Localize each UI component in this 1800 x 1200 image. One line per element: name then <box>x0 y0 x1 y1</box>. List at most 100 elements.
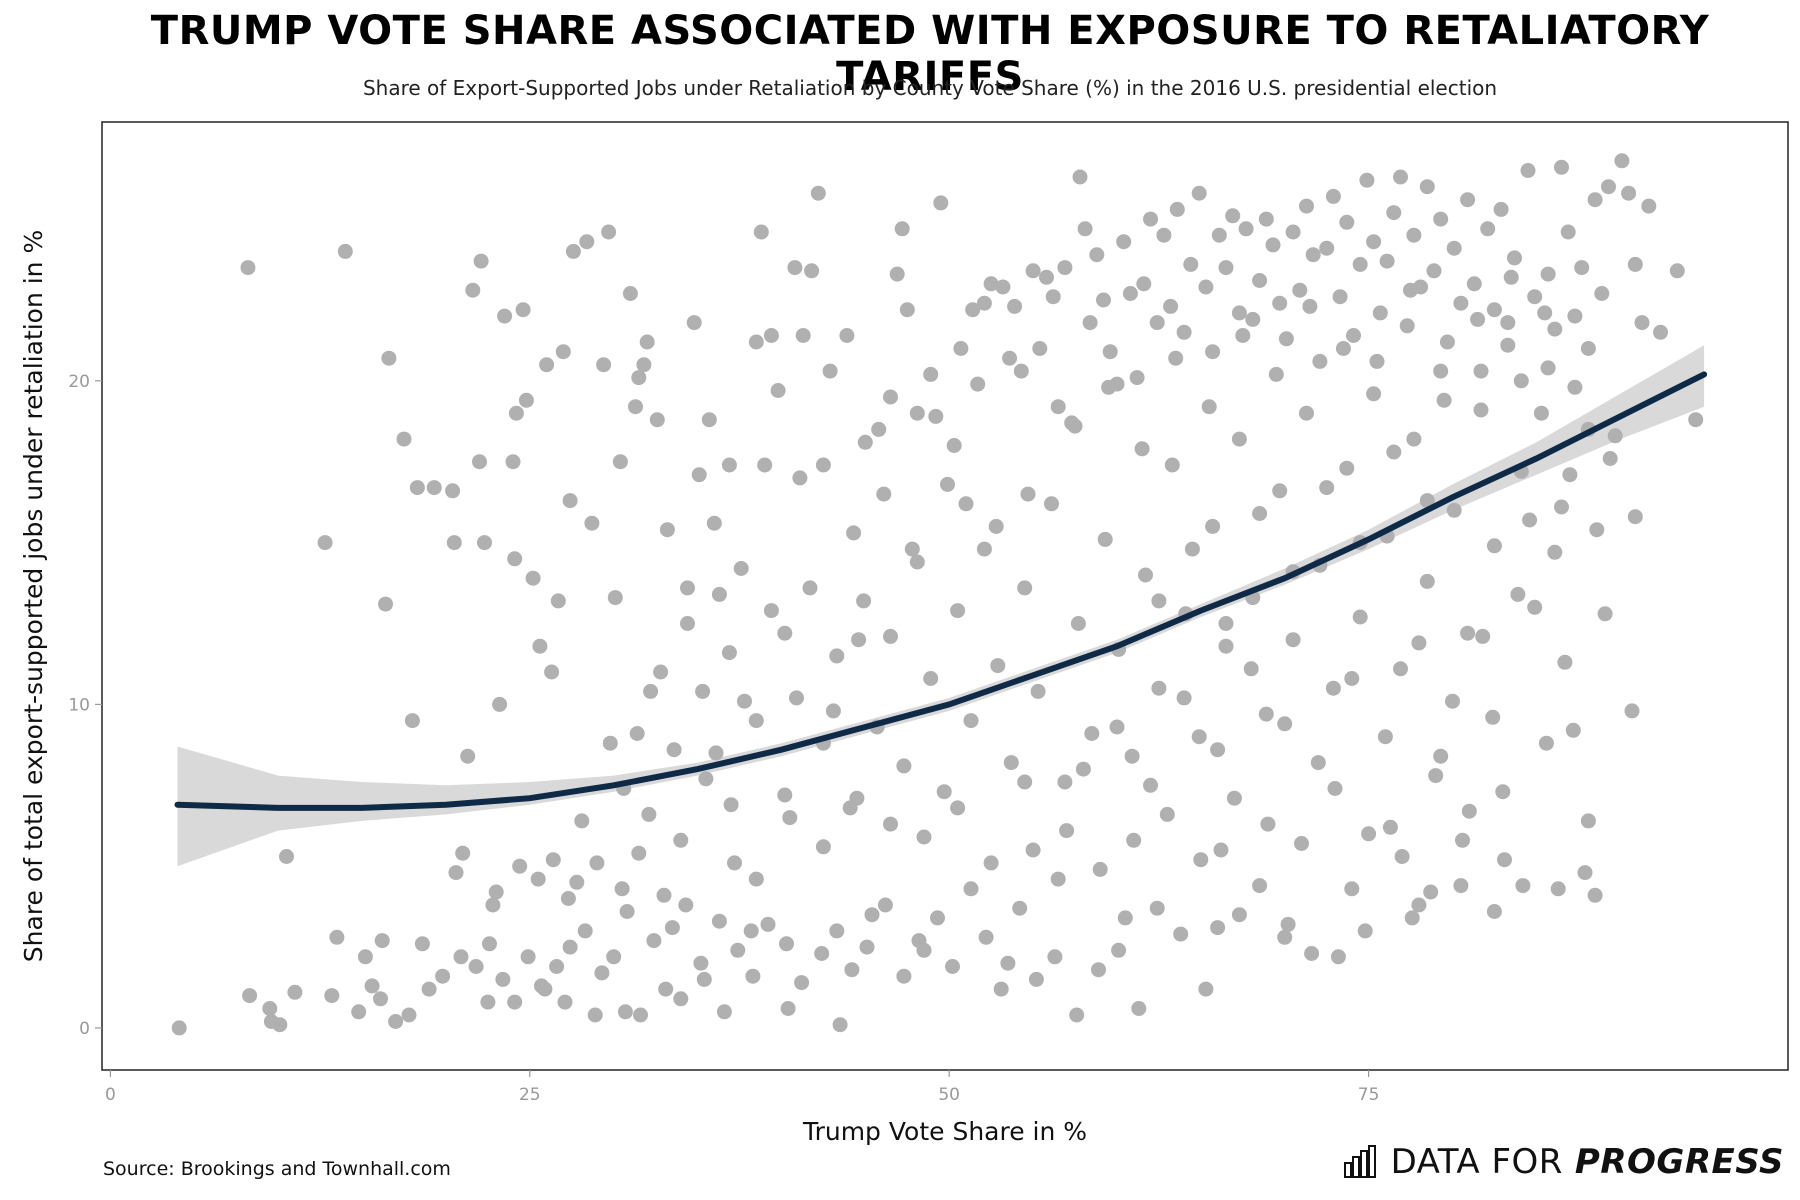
data-point <box>953 341 969 356</box>
data-point <box>983 276 999 292</box>
data-point <box>589 855 605 871</box>
data-point <box>883 628 898 644</box>
brand-logo: DATA FOR PROGRESS <box>1343 1142 1784 1182</box>
data-point <box>497 308 513 324</box>
data-point <box>1527 599 1543 615</box>
data-point <box>1292 282 1308 298</box>
data-point <box>695 683 711 699</box>
data-point <box>560 891 576 906</box>
data-point <box>1470 311 1486 327</box>
data-point <box>396 431 412 447</box>
data-point <box>1500 337 1516 353</box>
data-point <box>1272 295 1288 311</box>
data-point <box>1445 693 1460 709</box>
data-point <box>1547 321 1563 337</box>
data-point <box>525 570 541 586</box>
data-point <box>1193 852 1209 868</box>
data-point <box>814 946 830 961</box>
data-point <box>1277 716 1293 732</box>
data-point <box>1580 341 1596 356</box>
data-point <box>240 260 256 276</box>
data-point <box>1277 929 1293 945</box>
data-point <box>733 561 749 576</box>
data-point <box>1151 593 1167 609</box>
data-point <box>482 936 497 952</box>
data-point <box>1096 292 1111 308</box>
data-point <box>1406 227 1422 243</box>
data-point <box>1587 887 1603 903</box>
data-point <box>619 904 635 919</box>
data-point <box>544 664 560 680</box>
data-point <box>1411 635 1427 651</box>
data-point <box>1515 878 1531 894</box>
data-point <box>622 286 638 301</box>
data-point <box>1460 192 1476 208</box>
data-point <box>883 389 898 405</box>
data-point <box>1587 192 1603 208</box>
data-point <box>871 421 887 437</box>
data-point <box>1082 315 1098 331</box>
data-point <box>1565 722 1581 738</box>
data-point <box>1533 405 1549 421</box>
data-point <box>721 645 737 661</box>
data-point <box>262 1001 278 1016</box>
data-point <box>1325 680 1341 696</box>
data-point <box>1163 298 1179 314</box>
data-point <box>770 383 786 398</box>
data-point <box>1433 748 1449 764</box>
data-point <box>748 334 764 350</box>
data-point <box>1164 457 1180 473</box>
data-point <box>815 839 831 855</box>
data-point <box>628 399 643 415</box>
data-point <box>1176 324 1192 340</box>
data-point <box>1025 263 1041 279</box>
data-point <box>940 476 955 492</box>
data-point <box>1205 518 1221 534</box>
data-point <box>693 955 709 971</box>
data-point <box>978 929 994 945</box>
data-point <box>492 696 508 712</box>
data-point <box>577 923 593 939</box>
data-point <box>829 923 845 939</box>
data-point <box>678 897 694 913</box>
data-point <box>1460 625 1476 641</box>
data-point <box>1359 172 1375 188</box>
data-point <box>1116 234 1132 250</box>
data-point <box>656 887 672 903</box>
data-point <box>1159 806 1175 822</box>
data-point <box>1577 865 1593 881</box>
data-point <box>792 470 808 486</box>
data-point <box>1426 263 1442 279</box>
data-point <box>1252 273 1268 288</box>
data-point <box>1109 719 1125 735</box>
data-point <box>1305 247 1321 263</box>
data-point <box>562 939 578 955</box>
data-point <box>507 994 523 1010</box>
data-point <box>1218 260 1234 276</box>
data-point <box>1624 703 1640 719</box>
data-point <box>1394 849 1410 864</box>
data-point <box>1070 616 1086 631</box>
data-point <box>612 454 628 470</box>
data-point <box>782 810 798 826</box>
data-point <box>993 981 1009 997</box>
data-point <box>1493 201 1509 217</box>
data-point <box>477 535 492 551</box>
data-point <box>520 949 536 965</box>
data-point <box>1213 842 1229 858</box>
data-point <box>1419 493 1435 509</box>
data-point <box>1258 211 1274 227</box>
data-point <box>864 907 880 923</box>
data-point <box>1057 774 1073 790</box>
data-point <box>1439 334 1455 350</box>
data-point <box>1433 211 1449 227</box>
data-point <box>1028 971 1044 987</box>
data-point <box>1319 480 1335 496</box>
data-point <box>1554 159 1569 175</box>
data-point <box>1466 276 1482 292</box>
data-point <box>1377 729 1393 745</box>
data-point <box>1404 910 1420 926</box>
data-point <box>1057 260 1073 276</box>
y-tick-label: 0 <box>79 1019 90 1039</box>
data-point <box>653 664 669 680</box>
